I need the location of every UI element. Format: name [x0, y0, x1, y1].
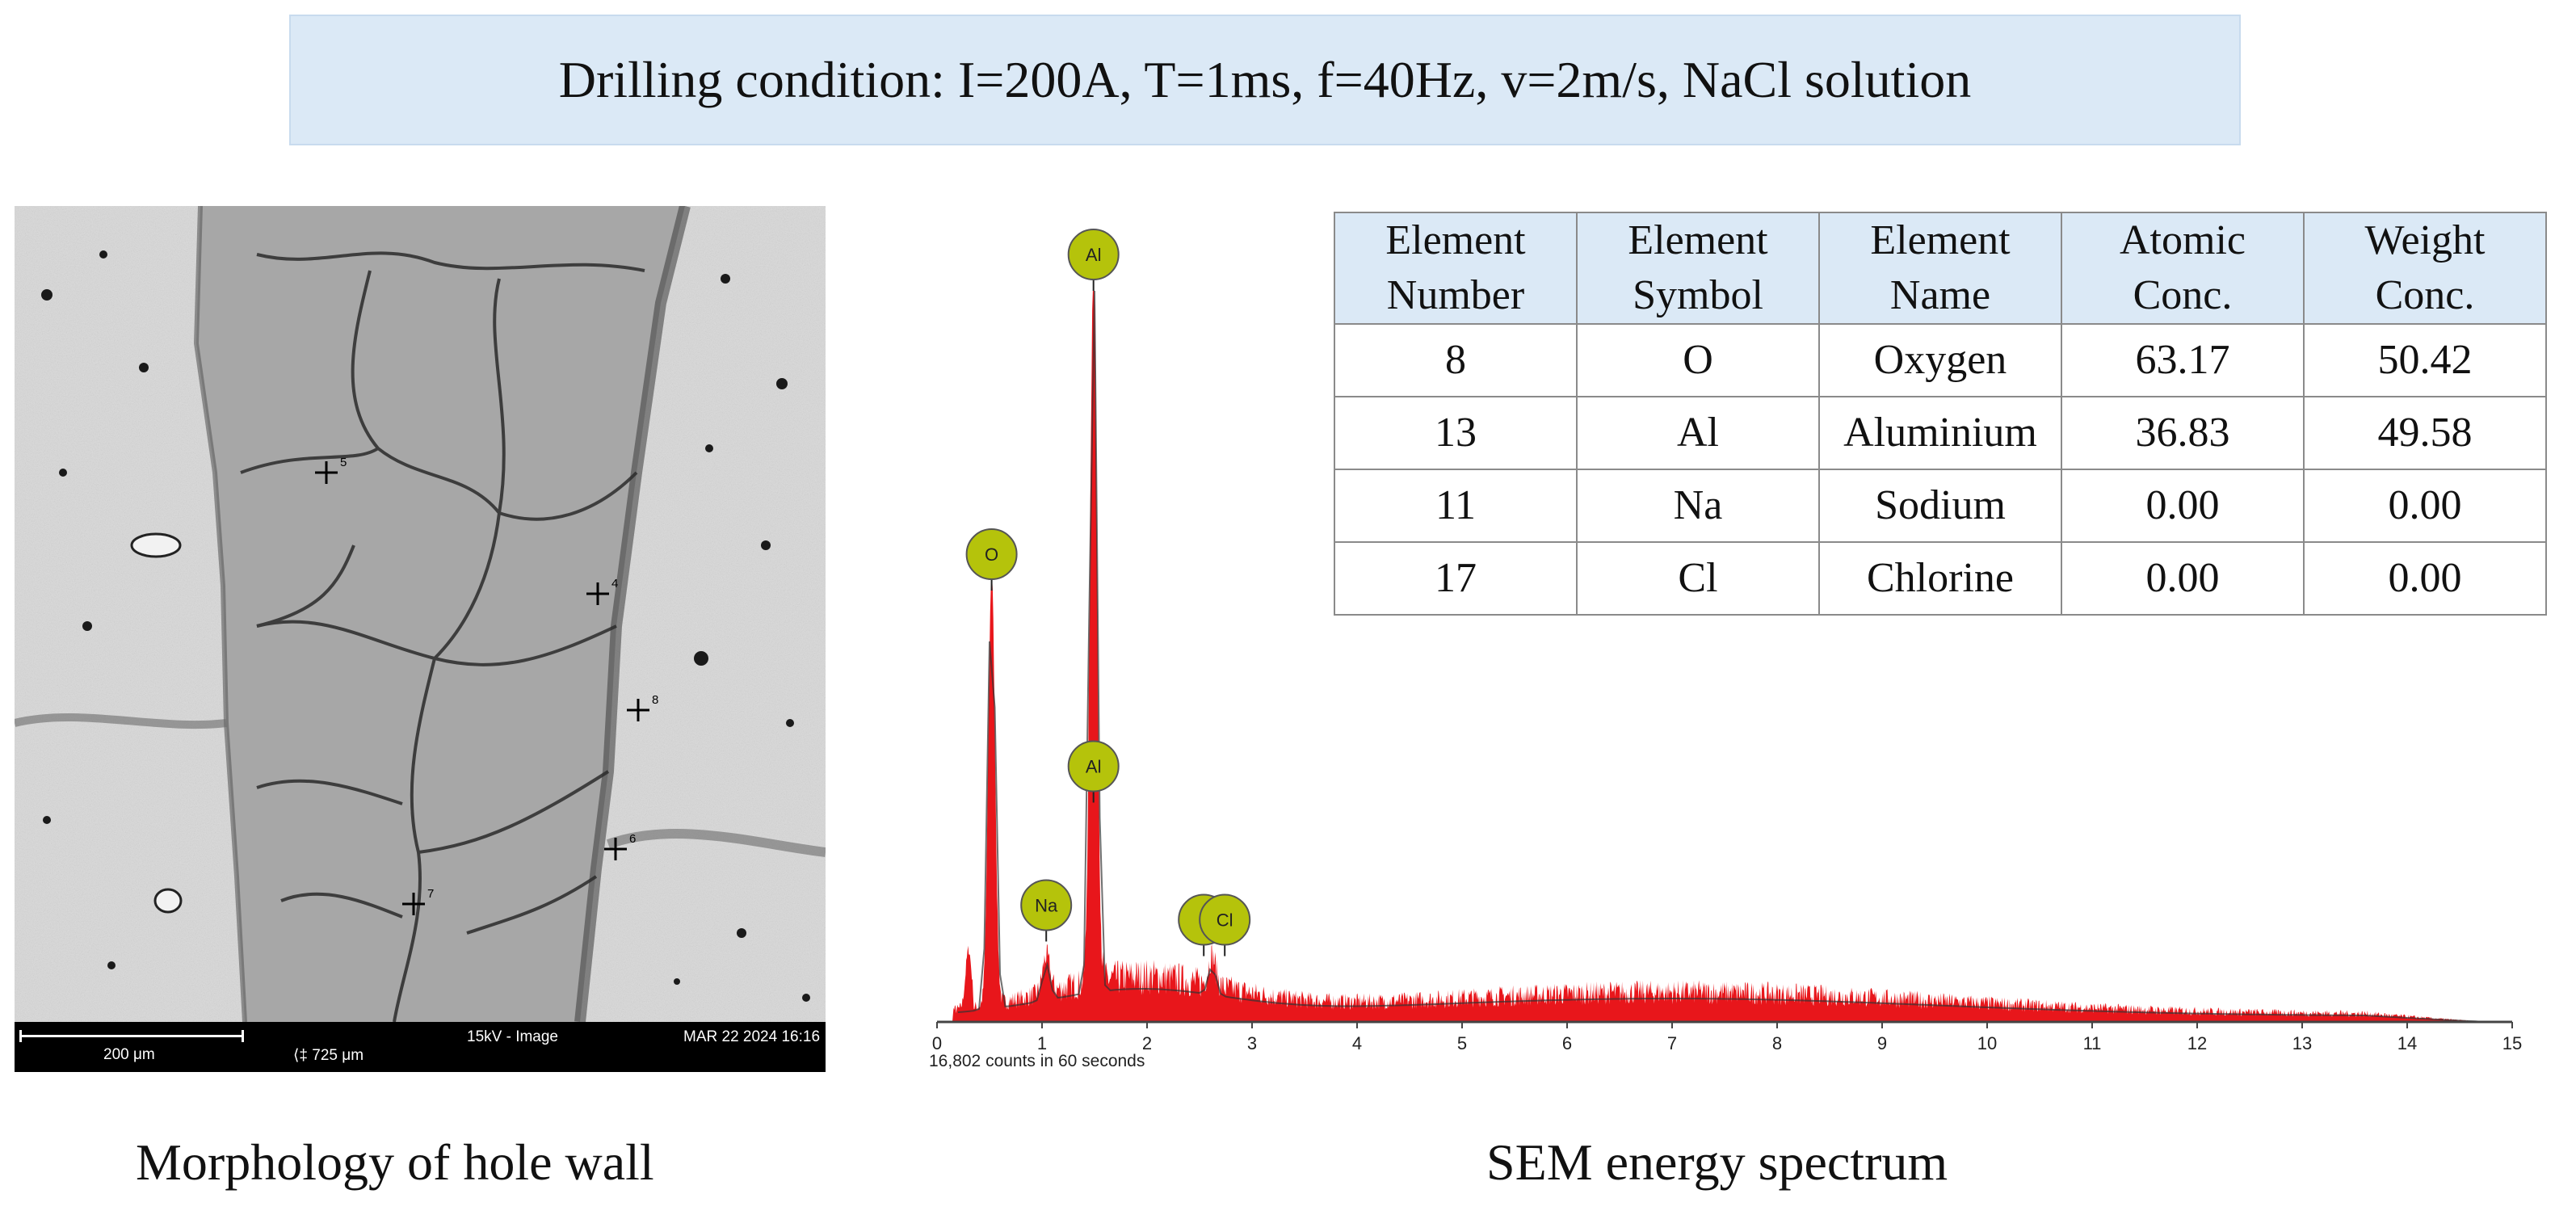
point-label: 5 — [340, 456, 347, 469]
column-header: Element Number — [1334, 212, 1578, 325]
table-cell: 17 — [1334, 541, 1578, 616]
scale-bar — [19, 1030, 244, 1042]
x-tick-label: 10 — [1977, 1033, 1997, 1053]
table-cell: Oxygen — [1818, 323, 2062, 397]
table-cell: Na — [1576, 469, 1820, 543]
table-cell: Al — [1576, 396, 1820, 470]
condition-text: Drilling condition: I=200A, T=1ms, f=40H… — [558, 51, 1972, 108]
table-cell: 11 — [1334, 469, 1578, 543]
x-tick-label: 11 — [2083, 1033, 2102, 1053]
point-label: 4 — [611, 577, 618, 591]
table-cell: 0.00 — [2303, 469, 2547, 543]
table-cell: 0.00 — [2303, 541, 2547, 616]
table-cell: 0.00 — [2061, 469, 2305, 543]
element-marker: Cl — [1199, 893, 1251, 956]
x-tick-label: 8 — [1772, 1033, 1782, 1053]
element-marker: O — [965, 528, 1018, 591]
x-tick-label: 5 — [1457, 1033, 1467, 1053]
x-tick-label: 13 — [2292, 1033, 2312, 1053]
span-text: ⟨‡ 725 μm — [293, 1047, 364, 1064]
composition-table: Element Number Element Symbol Element Name Ato… — [1334, 212, 2547, 616]
condition-banner: Drilling condition: I=200A, T=1ms, f=40H… — [289, 15, 2241, 145]
marker-label: O — [985, 544, 998, 565]
x-tick-label: 3 — [1247, 1033, 1257, 1053]
fit-line — [957, 290, 2481, 1023]
table-row: 11 Na Sodium 0.00 0.00 — [1334, 469, 2547, 543]
table-cell: Chlorine — [1818, 541, 2062, 616]
table-row: 17 Cl Chlorine 0.00 0.00 — [1334, 541, 2547, 616]
micrograph-info-bar: 200 μm ⟨‡ 725 μm 15kV - Image MAR 22 202… — [15, 1022, 826, 1072]
column-header: Element Name — [1818, 212, 2062, 325]
mode-text: 15kV - Image — [467, 1028, 558, 1045]
x-tick-label: 15 — [2502, 1033, 2522, 1053]
sem-micrograph: 5 4 8 6 7 200 μm ⟨‡ 725 μm 15kV - Image … — [15, 206, 826, 1072]
micrograph-image: 5 4 8 6 7 — [15, 206, 826, 1022]
counts-text: 16,802 counts in 60 seconds — [929, 1052, 1145, 1070]
element-marker: Al — [1067, 740, 1120, 803]
table-cell: Sodium — [1818, 469, 2062, 543]
spectrum-area — [942, 291, 2486, 1022]
point-label: 7 — [427, 887, 434, 901]
marker-label: Al — [1086, 757, 1102, 777]
table-cell: 63.17 — [2061, 323, 2305, 397]
table-cell: 50.42 — [2303, 323, 2547, 397]
table-cell: 0.00 — [2061, 541, 2305, 616]
table-row: 8 O Oxygen 63.17 50.42 — [1334, 323, 2547, 397]
marker-label: Na — [1035, 895, 1058, 915]
x-tick-label: 4 — [1352, 1033, 1362, 1053]
x-tick-label: 14 — [2397, 1033, 2417, 1053]
table-cell: O — [1576, 323, 1820, 397]
x-tick-label: 1 — [1037, 1033, 1047, 1053]
x-tick-label: 6 — [1562, 1033, 1572, 1053]
element-marker: Na — [1020, 879, 1073, 942]
table-cell: 8 — [1334, 323, 1578, 397]
table-cell: 49.58 — [2303, 396, 2547, 470]
element-marker: Al — [1067, 229, 1120, 291]
table-cell: 13 — [1334, 396, 1578, 470]
table-cell: 36.83 — [2061, 396, 2305, 470]
scale-text: 200 μm — [103, 1046, 155, 1063]
spectrum-caption: SEM energy spectrum — [1486, 1133, 1948, 1191]
spectrum-fill — [942, 290, 2486, 1023]
marker-label: Cl — [1217, 910, 1233, 931]
x-tick-label: 9 — [1877, 1033, 1887, 1053]
table-cell: Aluminium — [1818, 396, 2062, 470]
micrograph-caption: Morphology of hole wall — [136, 1133, 654, 1191]
table-row: 13 Al Aluminium 36.83 49.58 — [1334, 396, 2547, 470]
x-tick-label: 0 — [932, 1033, 942, 1053]
x-tick-label: 12 — [2187, 1033, 2207, 1053]
column-header: Element Symbol — [1576, 212, 1820, 325]
column-header: Weight Conc. — [2303, 212, 2547, 325]
date-text: MAR 22 2024 16:16 — [683, 1028, 821, 1045]
x-tick-label: 7 — [1667, 1033, 1677, 1053]
table-header-row: Element Number Element Symbol Element Name Ato… — [1334, 212, 2547, 325]
table-body: 8 O Oxygen 63.17 50.42 13 Al Aluminium 36.83 49.5… — [1334, 323, 2547, 616]
column-header: Atomic Conc. — [2061, 212, 2305, 325]
point-label: 6 — [629, 832, 636, 846]
point-label: 8 — [652, 693, 658, 707]
marker-label: Al — [1086, 245, 1102, 265]
table-cell: Cl — [1576, 541, 1820, 616]
x-tick-label: 2 — [1142, 1033, 1152, 1053]
